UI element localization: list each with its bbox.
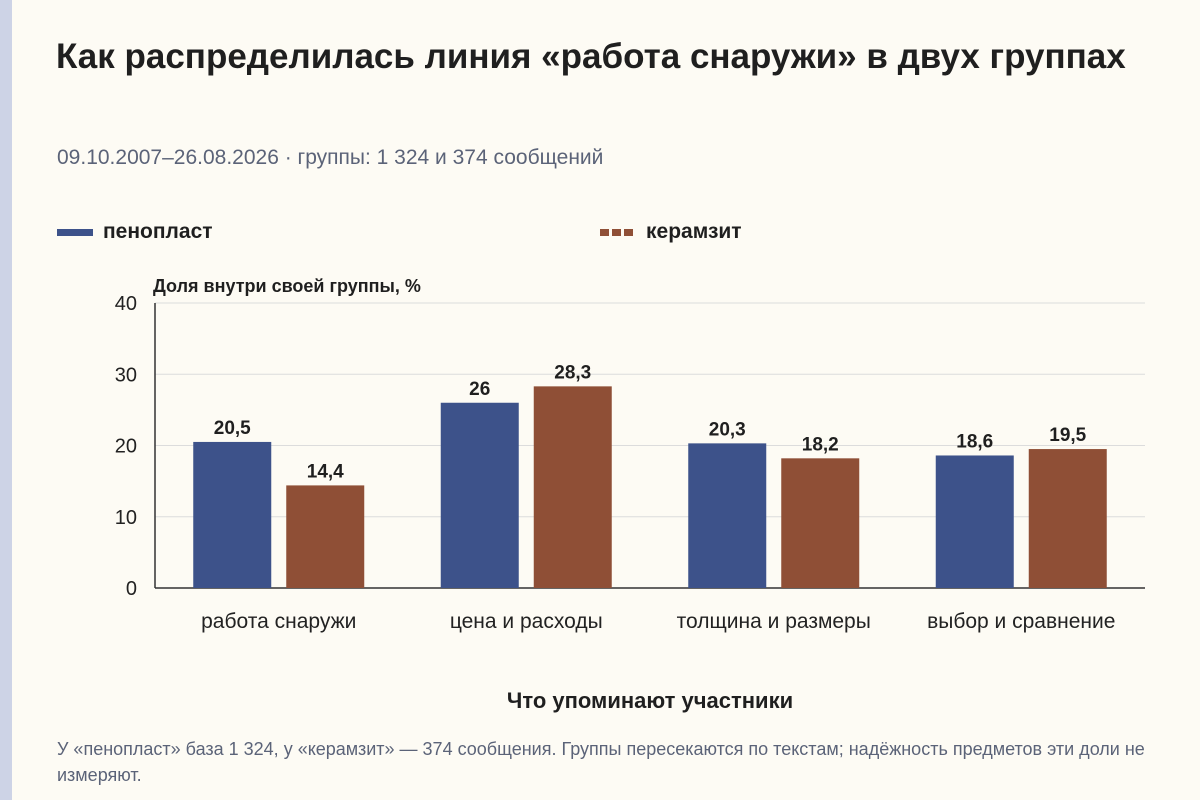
y-tick-label: 20 bbox=[115, 436, 137, 458]
y-tick-label: 0 bbox=[126, 578, 137, 600]
y-tick-label: 30 bbox=[115, 364, 137, 386]
legend-swatch-penoplast bbox=[57, 228, 93, 236]
legend-swatch-keramzit bbox=[600, 228, 636, 236]
bar-keramzit-0 bbox=[286, 485, 365, 588]
data-label: 18,2 bbox=[802, 434, 839, 455]
x-tick-label: толщина и размеры bbox=[677, 610, 871, 633]
data-label: 18,6 bbox=[956, 431, 993, 452]
legend: пенопласт керамзит bbox=[0, 220, 1200, 250]
x-tick-label: выбор и сравнение bbox=[927, 610, 1115, 633]
y-axis-label: Доля внутри своей группы, % bbox=[153, 276, 421, 296]
x-tick-label: работа снаружи bbox=[201, 610, 356, 633]
bar-penoplast-1 bbox=[440, 402, 519, 588]
bar-penoplast-0 bbox=[193, 441, 272, 588]
legend-item-keramzit: керамзит bbox=[600, 220, 742, 244]
legend-label-penoplast: пенопласт bbox=[103, 220, 213, 243]
y-tick-label: 40 bbox=[115, 293, 137, 315]
data-label: 26 bbox=[469, 379, 490, 400]
bar-penoplast-2 bbox=[688, 443, 767, 588]
chart-subtitle: 09.10.2007–26.08.2026 · группы: 1 324 и … bbox=[57, 146, 604, 169]
y-tick-label: 10 bbox=[115, 507, 137, 529]
left-accent-bar bbox=[0, 0, 12, 800]
chart-title: Как распределилась линия «работа снаружи… bbox=[56, 37, 1126, 76]
bar-keramzit-3 bbox=[1028, 449, 1107, 588]
data-label: 20,3 bbox=[709, 419, 746, 440]
footer-note: У «пенопласт» база 1 324, у «керамзит» —… bbox=[57, 739, 1145, 785]
x-axis-label: Что упоминают участники bbox=[507, 688, 793, 713]
data-label: 19,5 bbox=[1049, 425, 1086, 446]
x-tick-label: цена и расходы bbox=[450, 610, 603, 633]
data-label: 28,3 bbox=[554, 362, 591, 383]
data-label: 14,4 bbox=[307, 461, 344, 482]
legend-label-keramzit: керамзит bbox=[646, 220, 742, 243]
data-label: 20,5 bbox=[214, 418, 251, 439]
legend-item-penoplast: пенопласт bbox=[57, 220, 213, 244]
bar-penoplast-3 bbox=[935, 455, 1014, 588]
bar-keramzit-2 bbox=[781, 458, 860, 588]
bar-keramzit-1 bbox=[533, 386, 612, 588]
